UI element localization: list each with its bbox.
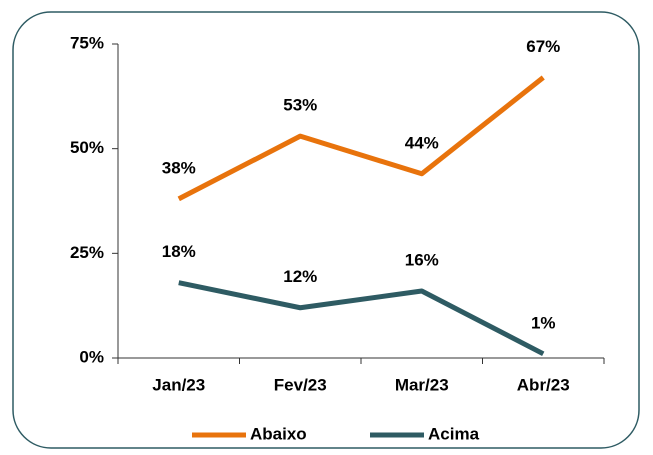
- x-tick-label: Mar/23: [395, 375, 449, 394]
- chart-border: [12, 11, 640, 449]
- x-tick-label: Abr/23: [517, 375, 570, 394]
- series-line: [177, 75, 545, 202]
- legend-label: Acima: [428, 424, 480, 443]
- data-label: 18%: [162, 242, 196, 261]
- y-tick-label: 50%: [70, 138, 104, 157]
- data-label: 16%: [405, 250, 439, 269]
- data-label: 44%: [405, 133, 439, 152]
- data-label: 38%: [162, 158, 196, 177]
- y-tick-label: 25%: [70, 243, 104, 262]
- data-label: 53%: [283, 96, 317, 115]
- y-tick-label: 75%: [70, 33, 104, 52]
- data-label: 67%: [526, 37, 560, 56]
- x-tick-label: Fev/23: [274, 375, 327, 394]
- data-label: 1%: [531, 313, 556, 332]
- x-tick-label: Jan/23: [152, 375, 205, 394]
- data-label: 12%: [283, 267, 317, 286]
- legend-label: Abaixo: [250, 424, 307, 443]
- series-line: [178, 280, 545, 357]
- y-tick-label: 0%: [79, 347, 104, 366]
